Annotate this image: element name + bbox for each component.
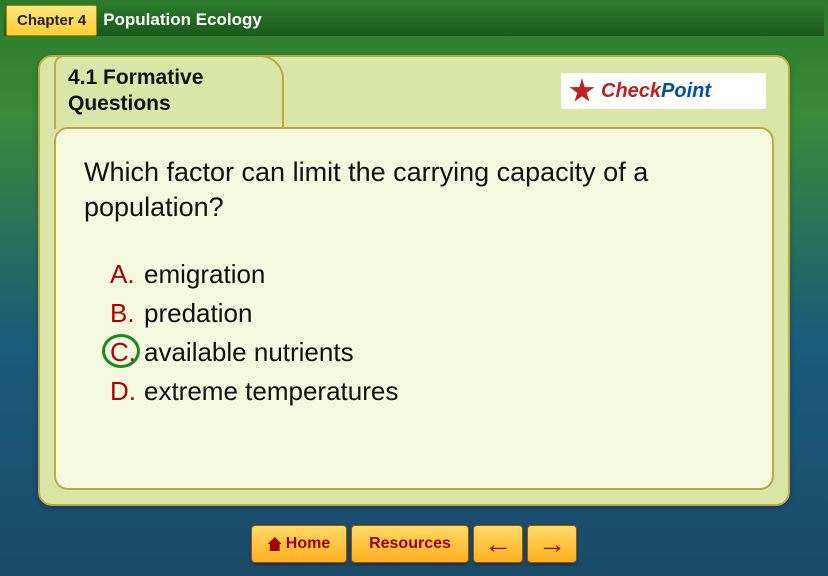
section-tab: 4.1 Formative Questions [54,55,284,129]
chapter-badge: Chapter 4 [6,5,97,36]
header-bar: Chapter 4 Population Ecology [4,4,824,36]
checkpoint-badge: CheckPoint [561,73,766,109]
option-text: available nutrients [144,337,354,367]
option-letter: B. [110,294,144,333]
correct-circle-icon [102,334,140,368]
checkpoint-text-1: Check [601,80,661,103]
resources-button[interactable]: Resources [351,525,469,563]
option-letter: A. [110,255,144,294]
next-button[interactable]: → [527,525,577,563]
option-c[interactable]: C.available nutrients [110,333,744,372]
option-a[interactable]: A.emigration [110,255,744,294]
starburst-icon [569,78,595,104]
footer-nav: Home Resources ← → [0,520,828,568]
resources-label: Resources [369,535,451,553]
question-text: Which factor can limit the carrying capa… [84,155,744,225]
card-inner: Which factor can limit the carrying capa… [54,127,774,490]
content-card: 4.1 Formative Questions CheckPoint Which… [38,55,790,506]
prev-button[interactable]: ← [473,525,523,563]
option-text: emigration [144,259,265,289]
option-text: extreme temperatures [144,376,398,406]
home-label: Home [286,535,330,553]
options-list: A.emigrationB.predationC.available nutri… [84,255,744,411]
option-letter: D. [110,372,144,411]
header-title: Population Ecology [103,10,262,30]
home-icon [268,537,282,551]
home-button[interactable]: Home [251,525,347,563]
option-b[interactable]: B.predation [110,294,744,333]
checkpoint-text-2: Point [661,80,711,103]
section-tab-label: 4.1 Formative Questions [68,65,270,118]
arrow-left-icon: ← [484,528,512,560]
option-text: predation [144,298,252,328]
arrow-right-icon: → [538,528,566,560]
option-d[interactable]: D.extreme temperatures [110,372,744,411]
